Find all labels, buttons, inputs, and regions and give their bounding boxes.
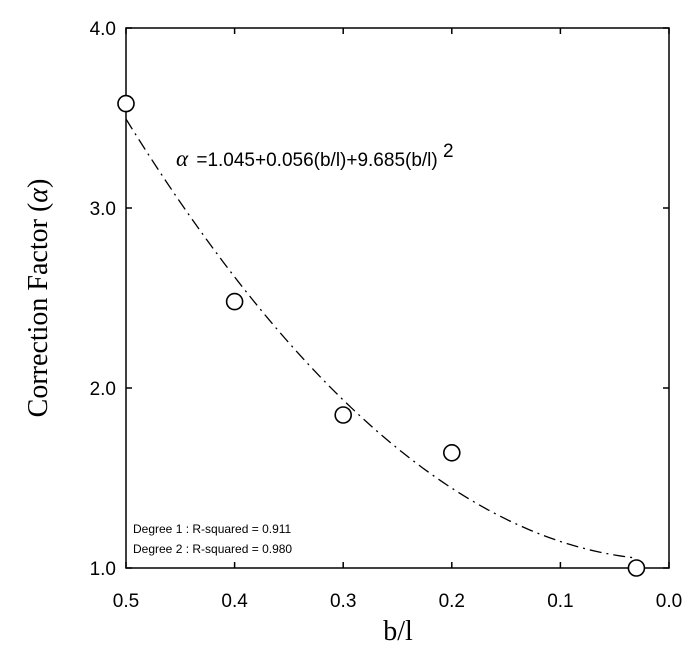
- data-points: [117, 94, 646, 577]
- plot-frame: [125, 27, 670, 569]
- y-axis-title-symbol: α: [23, 187, 54, 203]
- data-point: [442, 443, 461, 462]
- equation-exponent: 2: [443, 141, 454, 162]
- equation-text: =1.045+0.056(b/l)+9.685(b/l): [196, 150, 437, 171]
- x-tick-label: 0.2: [439, 591, 465, 612]
- y-axis-title: Correction Factor (α): [23, 179, 54, 418]
- annotation-degree-1: Degree 1 : R-squared = 0.911: [133, 522, 292, 536]
- data-point: [627, 559, 646, 577]
- x-tick-label: 0.5: [113, 591, 139, 612]
- data-point: [334, 406, 353, 424]
- y-axis-ticks: 1.0 2.0 3.0 4.0: [90, 19, 669, 580]
- data-point: [117, 94, 135, 113]
- x-axis-title: b/l: [383, 616, 413, 647]
- x-tick-label: 0.4: [221, 591, 248, 612]
- y-axis-title-text: Correction Factor (: [23, 203, 54, 418]
- equation-symbol: α: [176, 146, 189, 171]
- x-tick-label: 0.0: [656, 591, 682, 612]
- annotation-degree-2: Degree 2 : R-squared = 0.980: [133, 542, 292, 556]
- x-tick-label: 0.1: [547, 591, 573, 612]
- y-tick-label: 2.0: [90, 379, 116, 400]
- y-axis-title-close: ): [23, 179, 54, 188]
- y-tick-label: 3.0: [90, 199, 116, 220]
- y-tick-label: 4.0: [90, 19, 116, 40]
- equation-label: α =1.045+0.056(b/l)+9.685(b/l) 2: [176, 141, 454, 171]
- x-axis-ticks: 0.5 0.4 0.3 0.2 0.1 0.0: [113, 28, 682, 612]
- y-tick-label: 1.0: [90, 559, 116, 580]
- data-point: [225, 292, 244, 311]
- fit-curve: [125, 118, 637, 559]
- x-tick-label: 0.3: [330, 591, 356, 612]
